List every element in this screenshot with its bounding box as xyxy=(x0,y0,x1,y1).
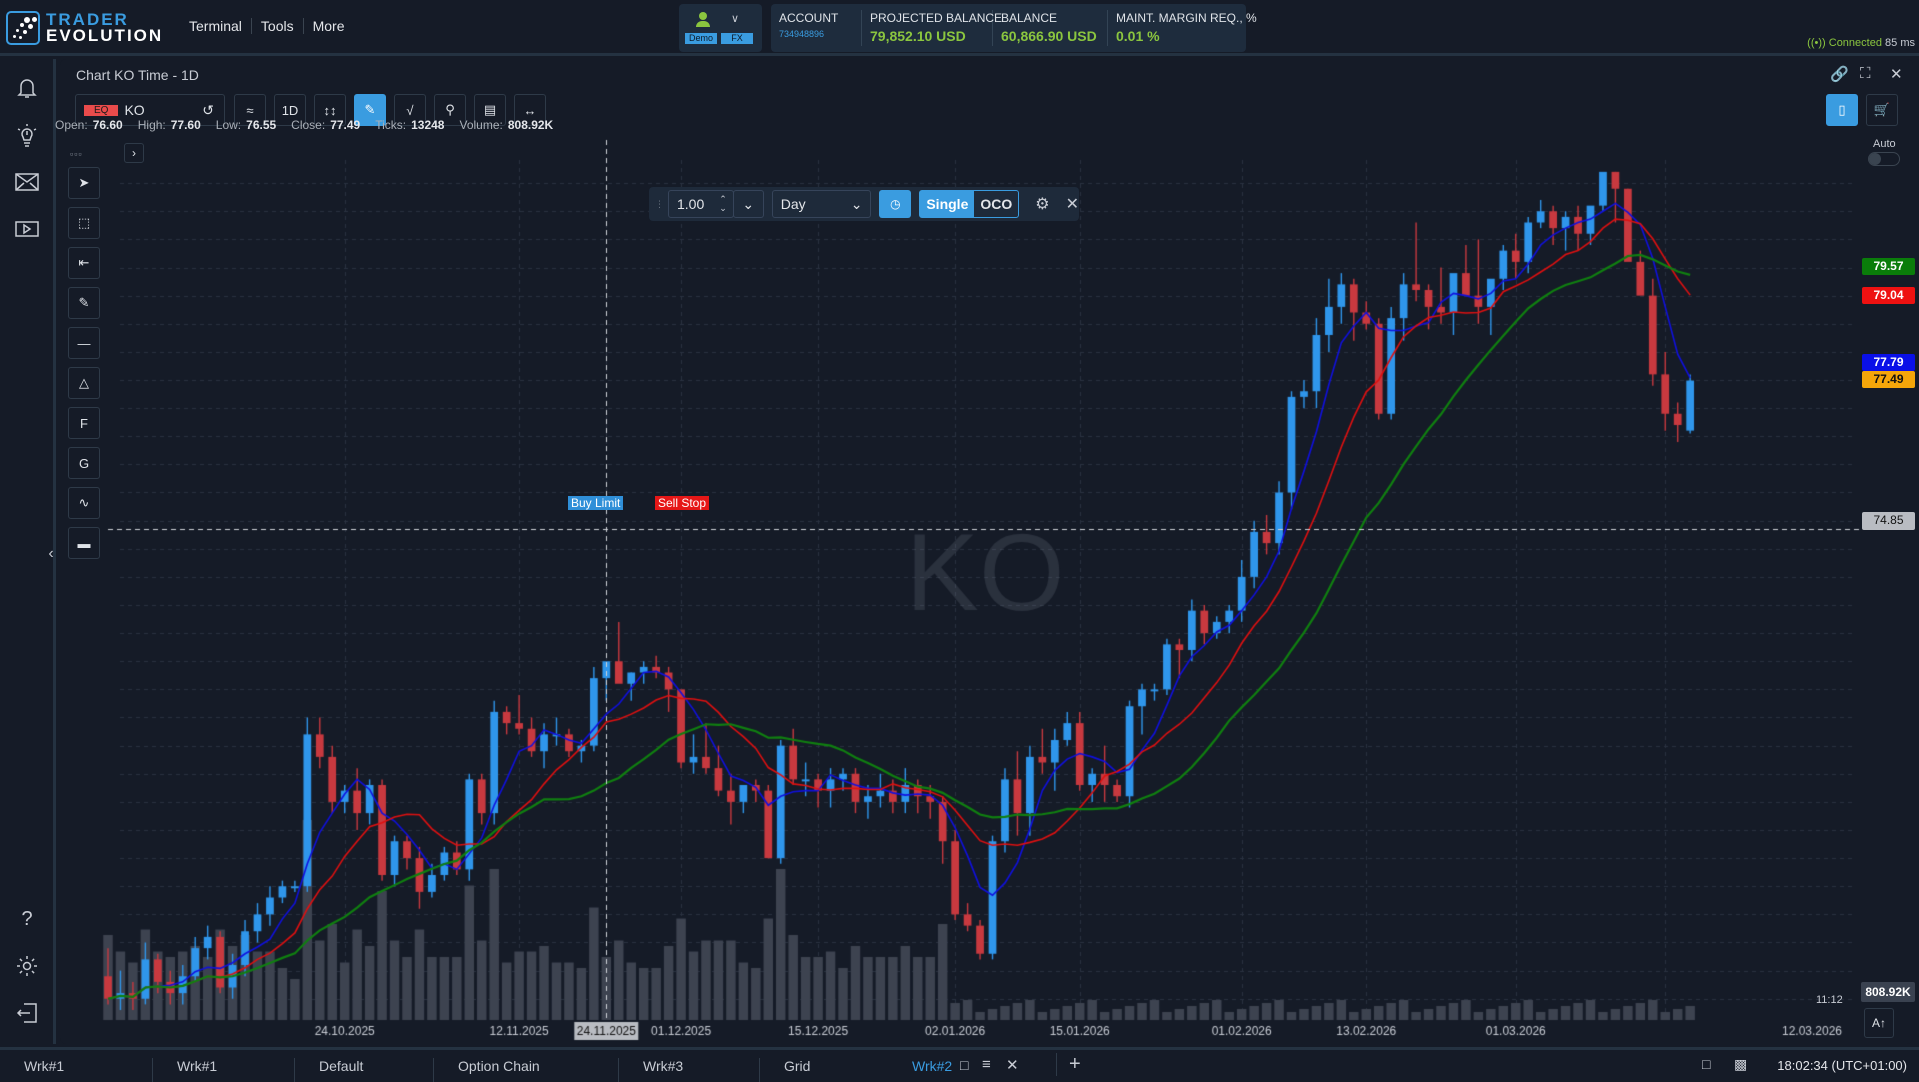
auto-scale-toggle[interactable] xyxy=(1868,152,1900,166)
oco-mode-button[interactable]: OCO xyxy=(980,196,1013,212)
demo-badge: Demo xyxy=(685,33,717,44)
brand-bottom: EVOLUTION xyxy=(46,26,164,45)
help-icon[interactable]: ? xyxy=(21,907,33,930)
mail-icon[interactable] xyxy=(14,169,40,195)
logout-icon[interactable] xyxy=(14,1000,40,1026)
terminal-icon[interactable]: ▩ xyxy=(1734,1056,1748,1072)
balance-value: 60,866.90 USD xyxy=(1001,28,1097,44)
menu-tools[interactable]: Tools xyxy=(252,18,304,34)
bar-time-remaining: 11:12 xyxy=(1816,994,1843,1006)
price-label-crosshair: 74.85 xyxy=(1862,512,1915,530)
close-trade-bar-icon[interactable]: ✕ xyxy=(1065,196,1079,213)
order-mode-toggle: Single OCO xyxy=(919,190,1020,218)
add-tab-icon[interactable]: + xyxy=(1056,1053,1081,1076)
projected-balance-value: 79,852.10 USD xyxy=(870,28,966,44)
clock: 18:02:34 (UTC+01:00) xyxy=(1777,1058,1907,1073)
menu-terminal[interactable]: Terminal xyxy=(180,18,252,34)
price-label-mid-ma: 79.04 xyxy=(1862,287,1915,304)
high-value: 77.60 xyxy=(170,118,201,132)
tif-select[interactable]: Day ⌄ xyxy=(771,190,872,218)
close-value: 77.49 xyxy=(330,118,361,132)
axis-auto-icon: A↑ xyxy=(1871,1016,1886,1030)
account-info: ACCOUNT 734948896 PROJECTED BALANCE 79,8… xyxy=(771,4,1257,52)
gear-icon[interactable] xyxy=(14,953,40,979)
sell-stop-tag[interactable]: Sell Stop xyxy=(655,496,710,510)
workspace-tab-active[interactable]: Wrk#2 xyxy=(912,1058,953,1074)
signal-icon: ((•)) xyxy=(1807,37,1826,49)
latency: 85 ms xyxy=(1885,37,1915,49)
lock-tab-icon[interactable]: □ xyxy=(960,1057,969,1073)
menu-more[interactable]: More xyxy=(312,18,345,34)
auto-scale-label: Auto xyxy=(1873,138,1896,150)
connection-status: ((•)) Connected 85 ms xyxy=(1807,37,1915,49)
main-menu: Terminal Tools More xyxy=(180,18,354,34)
ohlc-info: Open: 76.60 High: 77.60 Low: 76.55 Close: 77… xyxy=(55,118,554,132)
settings-gear-icon[interactable]: ⚙ xyxy=(1035,196,1050,213)
open-value: 76.60 xyxy=(92,118,123,132)
quantity-stepper[interactable]: 1.00 ⌃ ⌄ xyxy=(668,190,734,218)
account-selector[interactable]: ∨ Demo FX xyxy=(679,4,762,52)
price-chart[interactable] xyxy=(48,80,1865,1050)
margin-cell: MAINT. MARGIN REQ., % 0.01 % xyxy=(1116,11,1257,44)
ticks-value: 13248 xyxy=(411,118,445,132)
fx-badge: FX xyxy=(721,33,753,44)
chevron-down-icon: ∨ xyxy=(731,13,740,25)
maximize-icon[interactable]: ⛶ xyxy=(1860,65,1871,82)
volume-axis-label: 808.92K xyxy=(1861,982,1915,1002)
24h-trading-button[interactable]: ◷ xyxy=(879,190,912,218)
workspace-tab[interactable]: Wrk#3 xyxy=(618,1058,683,1082)
logo[interactable]: TRADER EVOLUTION xyxy=(6,8,171,48)
workspace-tab[interactable]: Grid xyxy=(759,1058,810,1082)
chevron-down-icon: ⌄ xyxy=(850,195,863,212)
workspace-tab[interactable]: Option Chain xyxy=(433,1058,540,1082)
tab-menu-icon[interactable]: ≡ xyxy=(982,1056,991,1073)
bell-icon[interactable] xyxy=(14,75,40,101)
close-tab-icon[interactable]: ✕ xyxy=(1006,1057,1019,1074)
low-value: 76.55 xyxy=(246,118,277,132)
workspace-tabs-bar: Wrk#1 Wrk#1 Default Option Chain Wrk#3 G… xyxy=(0,1047,1919,1082)
projected-balance-cell: PROJECTED BALANCE 79,852.10 USD xyxy=(862,10,1002,46)
price-label-last: 77.49 xyxy=(1862,371,1915,388)
workspace-tab[interactable]: Wrk#1 xyxy=(152,1058,217,1082)
chevron-down-icon: ⌄ xyxy=(742,195,755,212)
logo-icon xyxy=(6,11,40,45)
panel-title: Chart KO Time - 1D xyxy=(76,67,199,83)
close-icon[interactable]: ✕ xyxy=(1890,66,1903,83)
single-mode-button[interactable]: Single xyxy=(920,191,975,217)
cart-plus-icon: 🛒 xyxy=(1873,102,1891,117)
account-cell[interactable]: ACCOUNT 734948896 xyxy=(771,10,862,46)
stepper-arrows-icon[interactable]: ⌃ ⌄ xyxy=(719,194,727,213)
price-label-fast-ma: 77.79 xyxy=(1862,354,1915,371)
bulb-icon[interactable] xyxy=(14,122,40,148)
lock-layout-icon[interactable]: □ xyxy=(1702,1056,1711,1072)
volume-value: 808.92K xyxy=(507,118,554,132)
workspace-tab[interactable]: Wrk#1 xyxy=(24,1058,65,1074)
link-icon[interactable]: 🔗 xyxy=(1830,66,1849,83)
add-order-button[interactable]: 🛒 xyxy=(1866,94,1898,126)
brand-top: TRADER xyxy=(46,10,129,29)
drag-handle-icon[interactable]: ⋮ xyxy=(655,198,664,209)
top-bar: TRADER EVOLUTION Terminal Tools More ∨ D… xyxy=(0,0,1919,56)
account-number: 734948896 xyxy=(779,29,825,39)
clock-24-icon: ◷ xyxy=(890,197,901,211)
user-icon xyxy=(696,12,710,28)
quantity-dropdown[interactable]: ⌄ xyxy=(732,190,764,218)
margin-value: 0.01 % xyxy=(1116,28,1160,44)
axis-settings-button[interactable]: A↑ xyxy=(1864,1008,1894,1038)
left-sidebar: ‹ ? xyxy=(0,59,56,1044)
balance-cell: BALANCE 60,866.90 USD xyxy=(993,10,1108,46)
video-icon[interactable] xyxy=(14,216,40,242)
workspace-tab[interactable]: Default xyxy=(294,1058,363,1082)
price-label-slow-ma: 79.57 xyxy=(1862,258,1915,275)
quick-trade-bar: ⋮ 1.00 ⌃ ⌄ ⌄ Day ⌄ ◷ Single OCO ⚙ ✕ xyxy=(649,187,1079,221)
buy-limit-tag[interactable]: Buy Limit xyxy=(568,496,624,510)
